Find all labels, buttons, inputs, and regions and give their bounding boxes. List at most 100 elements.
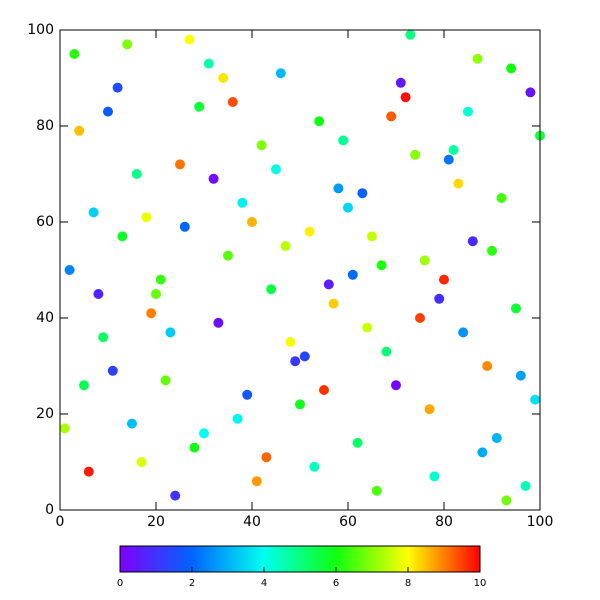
point [280, 241, 291, 251]
x-tick-label: 0 [56, 514, 65, 530]
point [299, 351, 310, 362]
colorbar: 0 2 4 6 8 10 [117, 545, 487, 589]
point [328, 298, 339, 309]
x-tick-label: 80 [435, 514, 453, 530]
point [213, 317, 224, 328]
colorbar-tick-label: 6 [333, 578, 339, 589]
point [309, 461, 320, 472]
point [376, 260, 387, 271]
point [122, 39, 133, 50]
point [189, 442, 200, 453]
point [117, 231, 128, 242]
point [371, 485, 382, 496]
point [242, 389, 253, 400]
point [520, 481, 531, 491]
point [347, 269, 358, 280]
y-tick-label: 80 [36, 118, 54, 134]
point [338, 135, 349, 146]
point [165, 327, 176, 338]
point [256, 140, 267, 151]
point [131, 169, 142, 179]
point [88, 207, 99, 218]
x-tick-label: 20 [147, 514, 165, 530]
point [218, 73, 229, 83]
y-tick-label: 60 [36, 214, 54, 230]
point [482, 361, 493, 371]
point [103, 106, 113, 117]
point [391, 380, 401, 391]
x-tick-label: 100 [527, 514, 554, 530]
point [453, 178, 464, 189]
point [477, 447, 488, 458]
point [395, 77, 406, 88]
point [343, 202, 353, 213]
point [79, 380, 89, 391]
points [59, 29, 545, 506]
colorbar-tick-label: 2 [189, 578, 195, 589]
point [448, 145, 459, 155]
point [352, 437, 363, 448]
point [151, 289, 161, 299]
point [160, 375, 171, 386]
point [381, 346, 392, 357]
point [127, 418, 137, 429]
point [290, 356, 301, 367]
point [179, 221, 190, 232]
point [266, 284, 277, 295]
y-tick-label: 0 [45, 502, 54, 518]
point [463, 106, 473, 117]
point [295, 399, 305, 410]
point [107, 365, 118, 376]
point [506, 63, 517, 74]
y-tick-label: 40 [36, 310, 54, 326]
point [511, 303, 521, 314]
point [93, 289, 104, 299]
point [83, 466, 94, 477]
colorbar-tick-label: 0 [117, 578, 123, 589]
point [319, 385, 329, 395]
point [69, 49, 80, 59]
point [487, 245, 497, 256]
point [419, 255, 430, 266]
point [434, 293, 445, 304]
point [227, 97, 238, 107]
point [525, 87, 536, 98]
point [199, 428, 209, 439]
point [251, 476, 262, 487]
point [496, 193, 507, 203]
point [223, 250, 233, 261]
point [439, 274, 449, 285]
point [405, 29, 416, 40]
point [362, 322, 373, 333]
point [410, 149, 421, 160]
y-tick-label: 100 [27, 22, 54, 38]
colorbar-tick-label: 4 [261, 578, 267, 589]
point [367, 231, 377, 242]
point [491, 433, 502, 443]
point [237, 197, 248, 208]
point [141, 212, 152, 223]
point [261, 452, 272, 463]
point [175, 159, 185, 170]
point [357, 188, 368, 199]
point [386, 111, 397, 122]
point [429, 471, 440, 482]
point [415, 313, 425, 323]
point [136, 457, 147, 467]
x-tick-label: 60 [339, 514, 357, 530]
point [208, 173, 219, 184]
point [458, 327, 469, 338]
plot-frame [59, 29, 541, 511]
x-tick-label: 40 [243, 514, 261, 530]
point [184, 34, 195, 45]
point [285, 337, 296, 347]
point [304, 226, 315, 237]
colorbar-tick-label: 8 [405, 578, 411, 589]
colorbar-tick-label: 10 [474, 578, 487, 589]
point [333, 183, 344, 194]
point [203, 58, 214, 69]
point [74, 125, 85, 136]
point [232, 413, 243, 424]
point [443, 154, 454, 165]
